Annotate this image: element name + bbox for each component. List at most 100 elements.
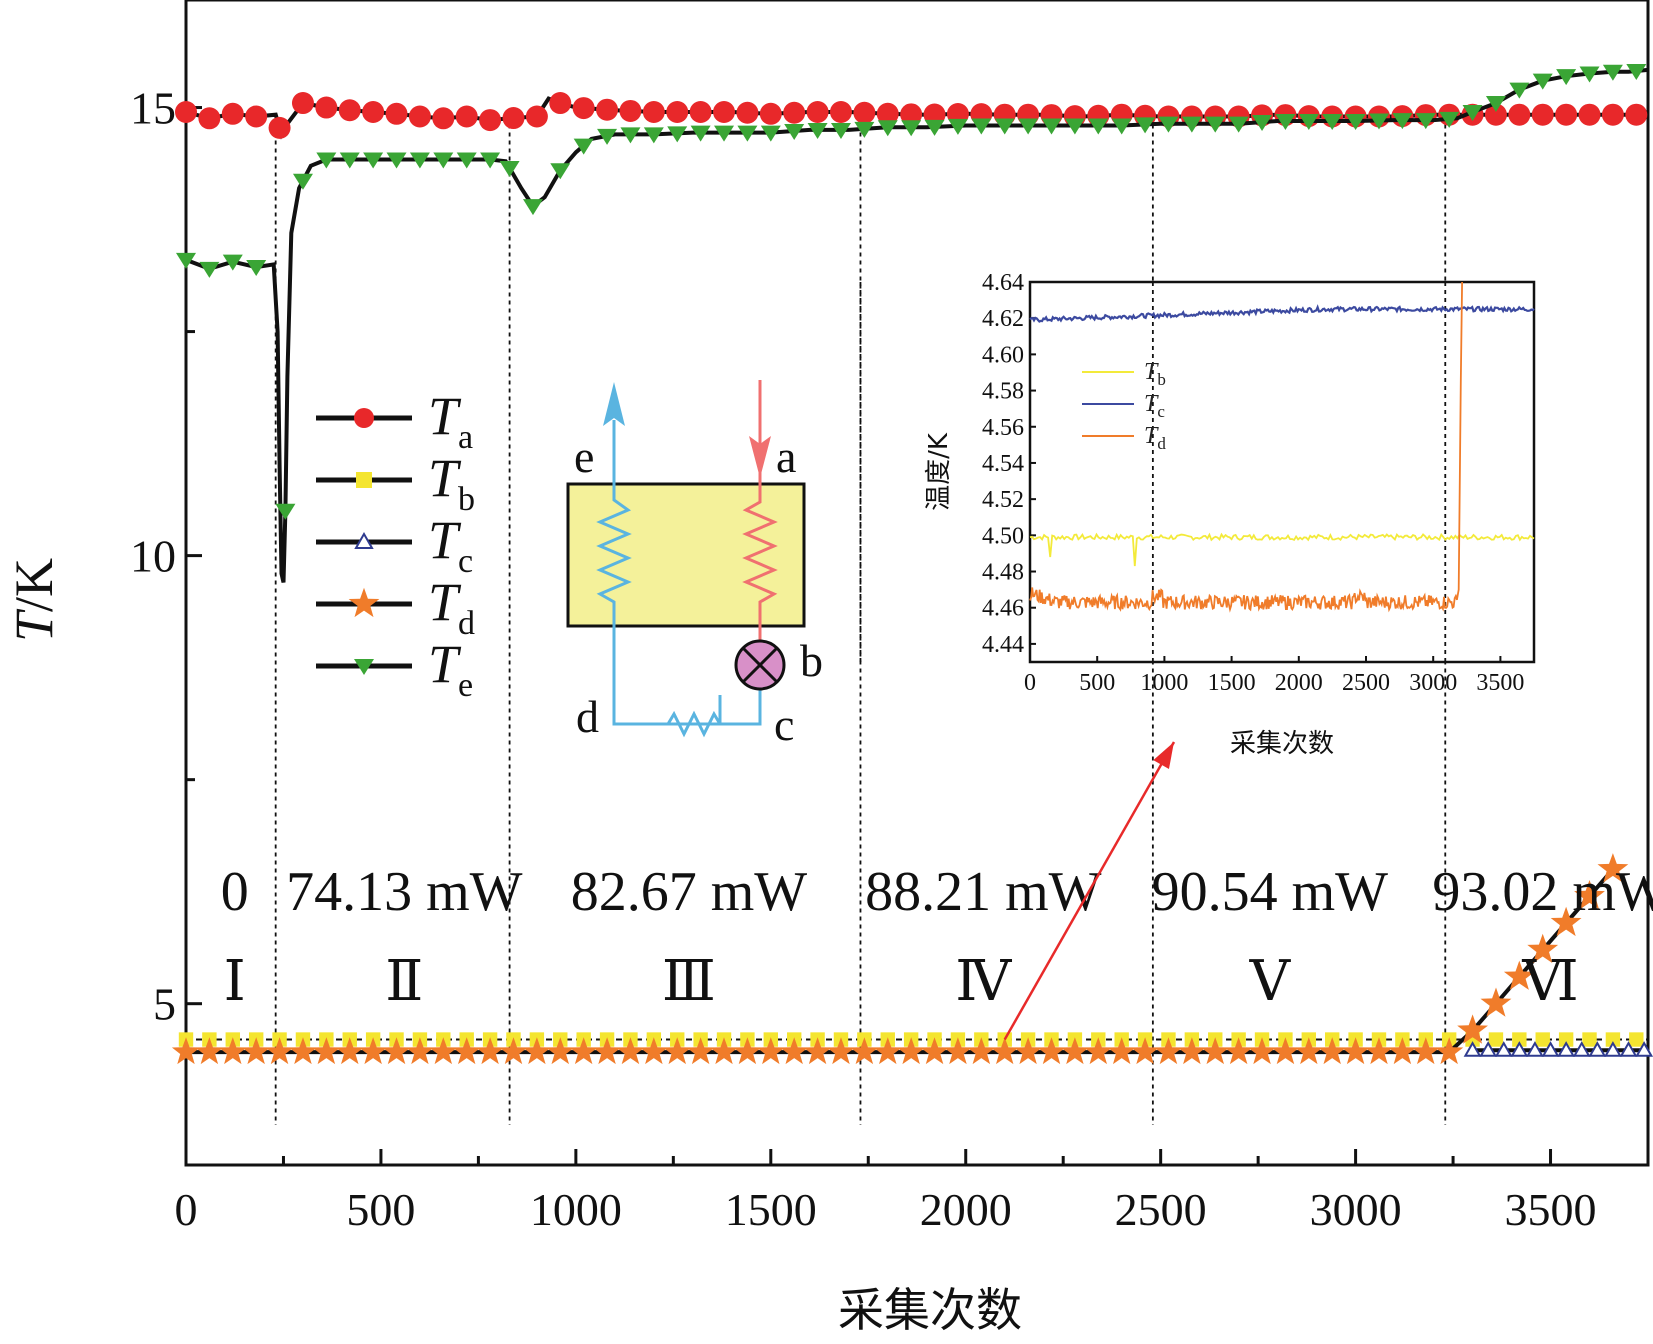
data-point-Te: [1252, 115, 1273, 132]
data-point-Td: [826, 1037, 856, 1065]
inset-x-tick-label: 2000: [1275, 670, 1323, 696]
series-layer: [171, 63, 1653, 1065]
x-tick-label: 500: [346, 1184, 415, 1235]
data-point-Te: [597, 128, 618, 145]
data-point-Te: [1041, 118, 1062, 135]
data-point-Td: [405, 1037, 434, 1065]
inset-ticks: 4.44 4.46 4.48 4.50 4.52 4.54 4.56 4.58 4.60 4.62…: [859, 270, 1524, 696]
data-point-Tc: [1526, 1041, 1544, 1057]
inset-series-line-Tb: [1029, 532, 1535, 567]
jt-valve-cross-2: [741, 646, 779, 684]
inset-series-line-Tc: [1029, 304, 1535, 323]
x-tick-label: 1000: [530, 1184, 622, 1235]
data-point-Te: [1088, 118, 1109, 135]
data-point-Te: [1064, 118, 1085, 135]
data-point-Te: [550, 163, 571, 180]
cryocooler-schematic: e a b c d: [566, 380, 823, 750]
inset-y-tick-label: 4.56: [982, 415, 1024, 441]
inset-legend-main: T: [1144, 359, 1159, 385]
region-power-label: 90.54 mW: [1152, 861, 1389, 923]
data-point-Ta: [549, 92, 572, 115]
data-point-Te: [1018, 118, 1039, 135]
data-point-Te: [246, 260, 267, 277]
data-point-Td: [1457, 1014, 1488, 1044]
data-point-Tc: [1588, 1041, 1607, 1057]
legend-label-sub: b: [458, 481, 475, 518]
data-point-Te: [643, 127, 664, 144]
region-numeral-label: Ⅱ: [385, 951, 423, 1013]
data-point-Tc: [1557, 1041, 1576, 1057]
inset-legend-main: T: [1144, 391, 1159, 417]
data-point-Tb: [1605, 1032, 1621, 1047]
data-point-Te: [830, 122, 851, 139]
data-point-Te: [1579, 66, 1600, 83]
data-point-Td: [1294, 1037, 1323, 1065]
hot-flow-arrowhead: [749, 436, 771, 478]
data-point-Te: [877, 120, 898, 137]
point-label-c: c: [774, 699, 794, 750]
y-tick-label: 15: [130, 83, 176, 134]
data-point-Te: [1626, 63, 1647, 80]
data-point-Td: [850, 1037, 879, 1065]
data-point-Td: [803, 1037, 832, 1065]
data-point-Td: [1177, 1037, 1206, 1065]
inset-y-tick-label: 4.52: [982, 487, 1024, 513]
data-point-Td: [639, 1037, 668, 1065]
legend-marker-Te: [354, 659, 374, 675]
data-point-Ta: [666, 101, 689, 124]
data-point-Tc: [1494, 1041, 1513, 1057]
data-point-Ta: [783, 101, 806, 124]
inset-plot: 4.44 4.46 4.48 4.50 4.52 4.54 4.56 4.58 4.60 4.62…: [859, 270, 1536, 759]
data-point-Td: [171, 1037, 201, 1065]
inset-legend-label-Tb: Tb: [1144, 359, 1166, 389]
data-point-Ta: [572, 97, 595, 120]
data-point-Te: [947, 118, 968, 135]
data-point-Td: [1480, 987, 1512, 1017]
region-power-label: 93.02 mW: [1432, 861, 1653, 923]
data-point-Td: [1271, 1037, 1300, 1065]
data-point-Ta: [221, 102, 244, 125]
data-point-Tc: [1463, 1041, 1482, 1057]
data-point-Te: [620, 127, 641, 144]
data-point-Td: [1130, 1037, 1160, 1065]
data-point-Td: [1527, 933, 1559, 963]
data-point-Te: [1205, 116, 1226, 133]
inset-y-tick-label: 4.58: [982, 379, 1024, 405]
data-point-Td: [476, 1037, 505, 1065]
region-numeral-label: Ⅴ: [1249, 951, 1292, 1013]
data-point-Te: [1485, 96, 1506, 113]
inset-x-tick-label: 2500: [1342, 670, 1390, 696]
inset-y-tick-label: 4.46: [982, 596, 1024, 622]
legend-label-sub: e: [458, 667, 473, 704]
data-point-Td: [1550, 906, 1582, 937]
data-point-Te: [480, 152, 501, 169]
point-label-e: e: [574, 431, 594, 482]
data-point-Te: [971, 118, 992, 135]
data-point-Tb: [1582, 1032, 1597, 1047]
series-Te: [176, 63, 1649, 583]
data-point-Te: [784, 124, 805, 141]
legend-marker-Ta: [354, 408, 374, 428]
data-point-Te: [1275, 113, 1296, 130]
data-point-Ta: [291, 92, 314, 115]
data-point-Te: [386, 152, 407, 169]
data-point-Te: [760, 125, 781, 142]
data-point-Ta: [736, 101, 759, 124]
data-point-Td: [1084, 1037, 1113, 1065]
data-point-Tc: [1619, 1041, 1638, 1057]
legend-marker-Tc: [354, 531, 374, 549]
data-point-Te: [573, 138, 594, 155]
legend-label-main: T: [428, 634, 462, 694]
data-point-Te: [1111, 118, 1132, 135]
legend-label-Tc: Tc: [428, 510, 473, 580]
data-point-Te: [1181, 116, 1202, 133]
data-point-Td: [1037, 1037, 1066, 1065]
data-point-Ta: [175, 101, 197, 124]
legend-label-Te: Te: [428, 634, 473, 704]
inset-legend-main: T: [1144, 423, 1159, 449]
inset-x-tick-label: 0: [1024, 670, 1036, 696]
inset-x-tick-label: 1500: [1208, 670, 1256, 696]
data-point-Ta: [829, 101, 852, 124]
data-point-Tb: [1629, 1032, 1644, 1047]
data-point-Te: [1368, 113, 1389, 130]
